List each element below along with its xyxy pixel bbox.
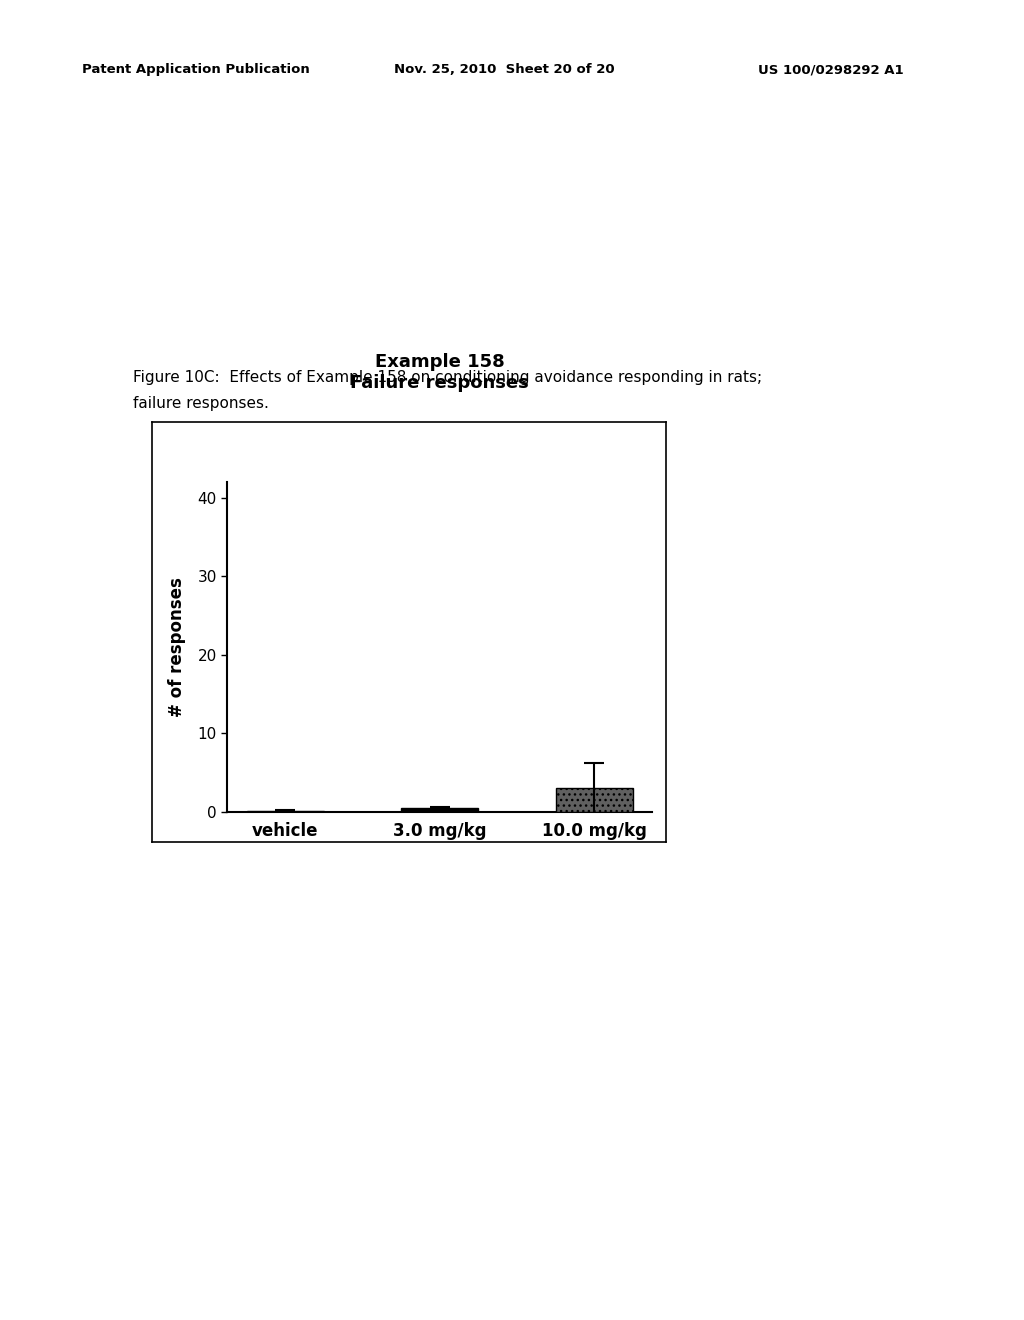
Title: Example 158
Failure responses: Example 158 Failure responses: [350, 354, 529, 392]
Bar: [401, 808, 478, 812]
Text: Patent Application Publication: Patent Application Publication: [82, 63, 309, 77]
Y-axis label: # of responses: # of responses: [168, 577, 186, 717]
Text: Nov. 25, 2010  Sheet 20 of 20: Nov. 25, 2010 Sheet 20 of 20: [394, 63, 614, 77]
Text: failure responses.: failure responses.: [133, 396, 269, 411]
Text: US 100/0298292 A1: US 100/0298292 A1: [758, 63, 903, 77]
Bar: [556, 788, 633, 812]
Text: Figure 10C:  Effects of Example 158 on conditioning avoidance responding in rats: Figure 10C: Effects of Example 158 on co…: [133, 370, 762, 384]
